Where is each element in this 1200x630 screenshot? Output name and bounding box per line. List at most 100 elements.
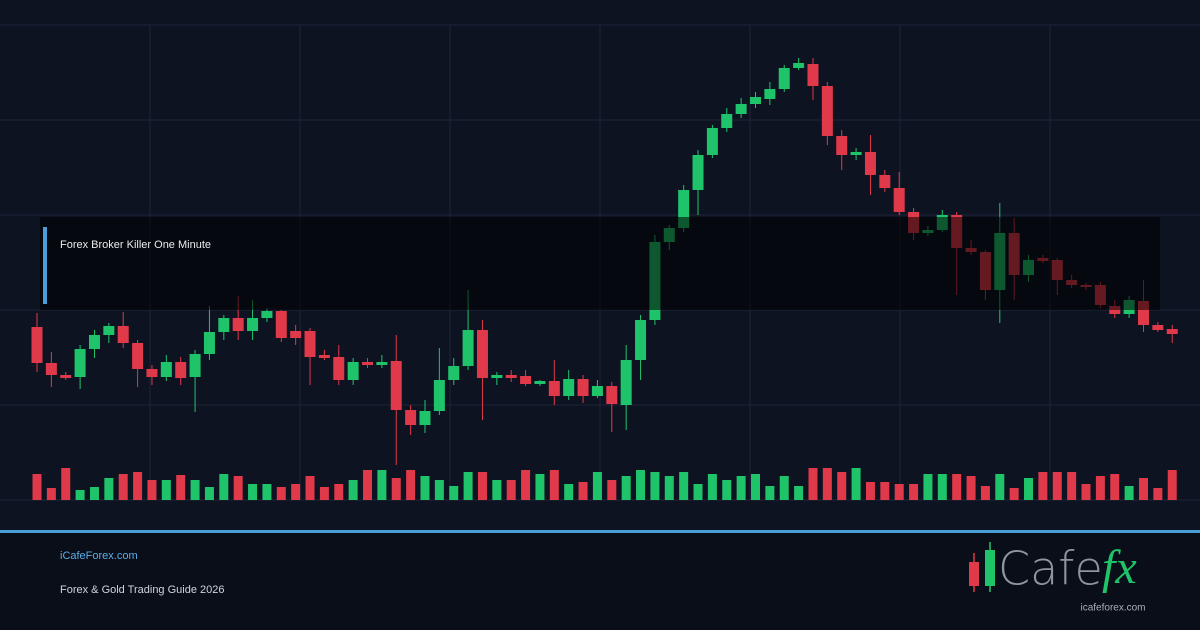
volume-bar (1167, 470, 1177, 500)
volume-bar (204, 487, 214, 500)
volume-bar (880, 482, 890, 500)
volume-bar (133, 472, 143, 500)
volume-bar (406, 470, 416, 500)
footer-divider (0, 530, 1200, 533)
candle-body (491, 375, 503, 378)
overlay-accent (43, 227, 47, 304)
volume-bar (377, 470, 387, 500)
volume-bar (1095, 476, 1105, 500)
volume-bar (1110, 474, 1120, 500)
candle-body (290, 331, 302, 338)
candle-body (1166, 329, 1178, 334)
volume-bar (794, 486, 804, 500)
volume-bar (32, 474, 42, 500)
candle-body (103, 326, 115, 335)
candle-body (778, 68, 790, 89)
candle-body (376, 362, 388, 365)
logo-candle (985, 550, 995, 586)
candle-body (261, 311, 273, 318)
volume-bar (506, 480, 516, 500)
volume-bar (147, 480, 157, 500)
volume-bar (779, 476, 789, 500)
candle-body (448, 366, 460, 380)
volume-bar (621, 476, 631, 500)
volume-bar (46, 488, 56, 500)
volume-bar (420, 476, 430, 500)
volume-bar (348, 480, 358, 500)
candle-body (764, 89, 776, 99)
volume-bar (966, 476, 976, 500)
candle-body (821, 86, 833, 136)
candle-body (146, 369, 158, 377)
candle-body (88, 335, 100, 349)
candle-body (419, 411, 431, 425)
candle-body (534, 381, 546, 384)
logo-icon (969, 542, 995, 592)
volume-bar (363, 470, 373, 500)
volume-bar (909, 484, 919, 500)
volume-bar (707, 474, 717, 500)
candle-body (505, 375, 517, 378)
candle-body (563, 379, 575, 396)
volume-bar (535, 474, 545, 500)
candle-body (606, 386, 618, 404)
candle-body (635, 320, 647, 360)
candle-body (347, 362, 359, 380)
candle-body (807, 64, 819, 86)
candle-body (189, 354, 201, 377)
volume-bar (449, 486, 459, 500)
volume-bar (937, 474, 947, 500)
volume-bar (578, 482, 588, 500)
volume-bar (176, 475, 186, 500)
volume-bar (1124, 486, 1134, 500)
footer-background (0, 532, 1200, 630)
volume-bar (851, 468, 861, 500)
volume-bar (894, 484, 904, 500)
volume-bar (190, 480, 200, 500)
candle-body (735, 104, 747, 114)
candle-body (362, 362, 374, 365)
volume-bar (319, 487, 329, 500)
candle-body (304, 331, 316, 357)
volume-bar (636, 470, 646, 500)
volume-bar (765, 486, 775, 500)
logo-candle (969, 562, 979, 586)
candle-body (520, 376, 532, 384)
candle-body (74, 349, 86, 377)
volume-bar (233, 476, 243, 500)
volume-bar (1052, 472, 1062, 500)
volume-bar (751, 474, 760, 500)
volume-bar (75, 490, 85, 500)
volume-bar (89, 487, 99, 500)
volume-bar (276, 487, 286, 500)
volume-bar (592, 472, 602, 500)
candle-body (879, 175, 891, 188)
volume-bar (995, 474, 1005, 500)
volume-bar (808, 468, 818, 500)
volume-bar (952, 474, 962, 500)
candle-body (462, 330, 474, 366)
volume-bar (1153, 488, 1163, 500)
volume-bar (1138, 478, 1148, 500)
logo-fx: fx (1102, 541, 1137, 594)
volume-bar (1009, 488, 1019, 500)
volume-bar (664, 476, 674, 500)
footer-subtitle: Forex & Gold Trading Guide 2026 (60, 584, 224, 596)
candle-body (577, 379, 589, 396)
candle-body (390, 361, 402, 410)
candle-body (175, 362, 187, 378)
volume-bar (391, 478, 401, 500)
logo-url: icafeforex.com (1080, 603, 1145, 614)
volume-bar (305, 476, 315, 500)
volume-bar (822, 468, 832, 500)
volume-bar (1024, 478, 1034, 500)
volume-bar (722, 480, 732, 500)
volume-bar (1081, 484, 1091, 500)
volume-bar (521, 470, 531, 500)
candle-body (793, 63, 805, 68)
volume-bar (219, 474, 229, 500)
candle-body (45, 363, 57, 375)
candle-body (318, 355, 330, 358)
candle-body (433, 380, 445, 411)
